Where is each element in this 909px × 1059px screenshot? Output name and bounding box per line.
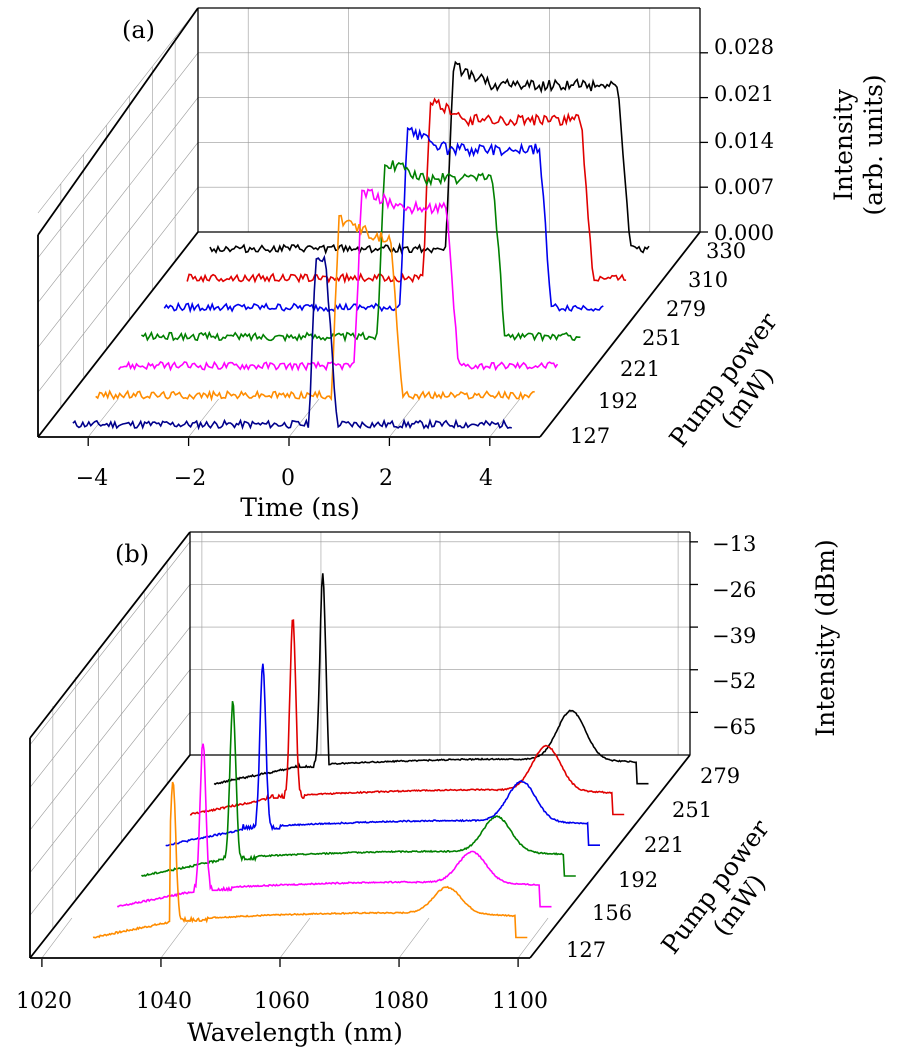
panel-b-x-ticks: 1020 1040 1060 1080 1100 — [16, 989, 548, 1014]
grid-line — [29, 541, 191, 746]
panel-a-traces — [72, 60, 650, 431]
trace-310 — [186, 97, 627, 285]
z-tick-label: −52 — [712, 669, 756, 693]
series-label-330: 330 — [706, 239, 746, 263]
grid-line — [37, 142, 199, 348]
axis-line — [539, 231, 701, 438]
panel-a-grid — [37, 7, 700, 438]
panel-a-series-labels: 330 310 279 251 221 192 127 — [570, 239, 746, 448]
z-tick-label: −26 — [712, 578, 756, 602]
trace-251 — [189, 619, 625, 816]
grid-line — [398, 917, 430, 959]
trace-221 — [117, 188, 559, 372]
grid-line — [29, 626, 191, 831]
axis-line — [37, 7, 199, 236]
series-label-279: 279 — [666, 297, 706, 321]
panel-a-frame — [37, 7, 708, 446]
series-label-251: 251 — [672, 798, 712, 822]
grid-line — [389, 398, 420, 438]
grid-line — [279, 917, 311, 959]
trace-330 — [209, 60, 650, 255]
grid-line — [489, 398, 521, 438]
series-label-156: 156 — [592, 901, 632, 925]
panel-a-x-axis-title: Time (ns) — [240, 493, 360, 522]
grid-line — [29, 584, 191, 788]
x-tick-label: −2 — [174, 466, 206, 491]
grid-line — [37, 52, 199, 258]
panel-b-frame — [29, 531, 698, 967]
grid-line — [29, 669, 191, 873]
grid-line — [37, 97, 199, 303]
panel-b-label: (b) — [115, 540, 149, 568]
trace-279 — [213, 573, 649, 786]
series-label-279: 279 — [700, 764, 740, 788]
x-tick-label: −4 — [76, 466, 108, 491]
z-tick-label: −65 — [712, 715, 756, 739]
panel-a-x-ticks: −4 −2 0 2 4 — [76, 466, 493, 491]
grid-line — [160, 917, 192, 959]
grid-line — [517, 917, 549, 959]
axis-line — [29, 754, 191, 959]
grid-line — [37, 7, 199, 214]
axis-line — [529, 754, 691, 959]
panel-b-grid — [29, 532, 690, 959]
panel-b-x-axis-title: Wavelength (nm) — [187, 1018, 403, 1047]
series-label-127: 127 — [566, 938, 606, 962]
z-tick-label: 0.014 — [714, 129, 774, 153]
z-tick-label: 0.000 — [714, 221, 774, 245]
z-axis-title-line2: (arb. units) — [859, 74, 888, 215]
series-label-251: 251 — [642, 326, 682, 350]
series-label-127: 127 — [570, 424, 610, 448]
trace-127 — [92, 781, 528, 939]
x-tick-label: 4 — [479, 466, 493, 491]
z-tick-label: 0.007 — [714, 175, 774, 199]
grid-line — [288, 398, 320, 438]
x-tick-label: 0 — [281, 466, 295, 491]
series-label-221: 221 — [644, 833, 684, 857]
trace-192 — [95, 214, 535, 402]
z-tick-label: −13 — [712, 532, 756, 556]
series-label-192: 192 — [598, 389, 638, 413]
panel-b-traces — [92, 573, 649, 939]
z-tick-label: 0.021 — [714, 82, 774, 106]
x-tick-label: 1040 — [136, 989, 192, 1014]
z-tick-label: 0.028 — [714, 35, 774, 59]
trace-251 — [141, 160, 581, 343]
series-label-192: 192 — [618, 868, 658, 892]
panel-b-z-axis-title: Intensity (dBm) — [811, 539, 840, 736]
axis-line — [37, 231, 199, 438]
trace-156 — [116, 743, 552, 908]
x-tick-label: 1100 — [492, 989, 548, 1014]
x-tick-label: 2 — [379, 466, 393, 491]
z-tick-label: −39 — [712, 624, 756, 648]
axis-line — [29, 531, 191, 739]
trace-127 — [72, 254, 512, 431]
series-label-221: 221 — [620, 357, 660, 381]
panel-b-series-labels: 279 251 221 192 156 127 — [566, 764, 740, 962]
grid-line — [37, 187, 199, 393]
trace-279 — [163, 126, 604, 314]
grid-line — [29, 712, 191, 916]
x-tick-label: 1080 — [373, 989, 429, 1014]
trace-192 — [140, 701, 576, 877]
series-label-310: 310 — [688, 268, 728, 292]
panel-a: (a) −4 −2 0 2 4 Time (ns) 0.028 0.021 0.… — [37, 7, 888, 522]
panel-a-z-axis-title: Intensity (arb. units) — [829, 74, 888, 215]
panel-b: (b) 1020 1040 1060 1080 1100 Wavelength … — [16, 531, 840, 1047]
panel-a-y-axis-title: Pump power (mW) — [664, 307, 783, 452]
z-axis-title: Intensity (dBm) — [811, 539, 840, 736]
panel-b-z-ticks: −13 −26 −39 −52 −65 — [712, 532, 756, 739]
panel-a-label: (a) — [122, 16, 155, 44]
x-tick-label: 1060 — [254, 989, 310, 1014]
grid-line — [188, 398, 219, 438]
x-tick-label: 1020 — [16, 989, 72, 1014]
panel-a-z-ticks: 0.028 0.021 0.014 0.007 0.000 — [714, 35, 774, 245]
grid-line — [87, 398, 119, 438]
grid-line — [41, 917, 73, 959]
z-axis-title-line1: Intensity — [829, 88, 858, 201]
